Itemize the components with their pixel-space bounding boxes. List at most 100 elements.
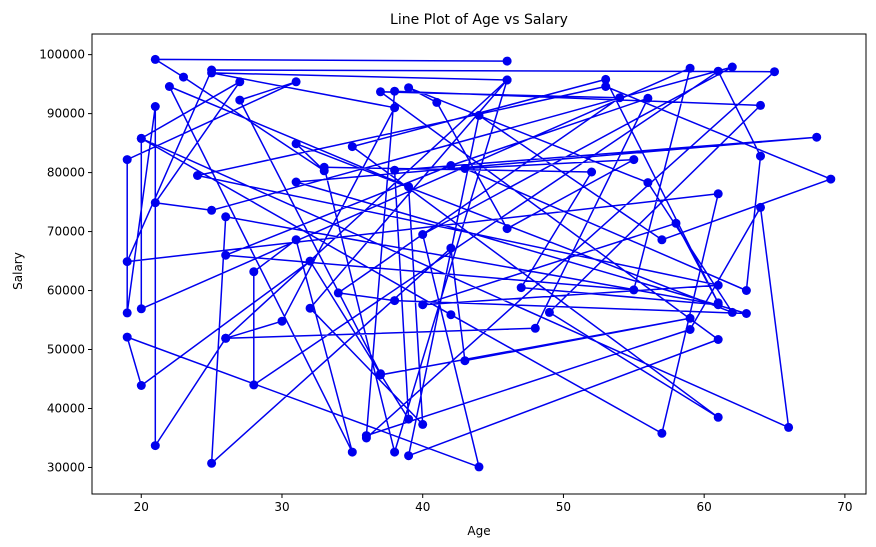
- data-point: [319, 162, 329, 172]
- data-point: [502, 56, 512, 66]
- data-point: [347, 447, 357, 457]
- x-tick-label: 70: [837, 500, 852, 514]
- data-point: [249, 380, 259, 390]
- data-point: [474, 110, 484, 120]
- data-point: [122, 308, 132, 318]
- data-point: [741, 309, 751, 318]
- data-point: [376, 369, 385, 379]
- data-point: [291, 235, 301, 245]
- data-point: [361, 433, 371, 443]
- data-point: [404, 451, 414, 461]
- data-point: [221, 333, 231, 343]
- data-point: [657, 235, 667, 245]
- data-point: [474, 462, 484, 472]
- data-point: [164, 82, 174, 91]
- data-point: [530, 323, 540, 333]
- data-point: [122, 257, 132, 267]
- data-point: [390, 103, 400, 113]
- axes-frame: [91, 33, 867, 495]
- data-point: [812, 132, 822, 142]
- data-point: [390, 447, 400, 457]
- data-point: [333, 288, 343, 298]
- y-tick-label: 90000: [47, 107, 85, 121]
- data-point: [291, 177, 301, 187]
- data-point: [221, 212, 231, 222]
- data-point: [713, 335, 723, 344]
- x-tick-label: 40: [415, 500, 430, 514]
- data-point: [685, 63, 695, 73]
- data-point: [770, 67, 779, 77]
- data-point: [305, 256, 315, 266]
- data-point: [418, 419, 428, 429]
- data-point: [713, 189, 723, 199]
- data-point: [207, 458, 217, 468]
- data-point: [221, 250, 231, 260]
- axes: 20 30 40 50 60 70 30000 40000 50000 60000 70000 800…: [39, 33, 867, 514]
- data-point: [587, 167, 597, 177]
- data-point: [601, 74, 611, 84]
- data-point: [784, 422, 794, 432]
- data-point: [150, 441, 160, 451]
- data-point: [136, 381, 146, 390]
- data-point: [446, 310, 456, 320]
- data-point: [685, 313, 695, 323]
- data-point: [291, 77, 301, 87]
- data-point: [713, 412, 723, 422]
- x-tick-label: 50: [556, 500, 571, 514]
- data-point: [727, 62, 737, 72]
- data-point: [756, 151, 765, 161]
- data-point: [713, 298, 723, 308]
- data-point: [235, 95, 245, 105]
- x-axis-label: Age: [467, 524, 490, 538]
- data-point: [713, 280, 723, 290]
- data-point: [136, 304, 146, 314]
- data-point: [390, 86, 400, 96]
- data-point: [122, 332, 132, 342]
- y-tick-label: 60000: [47, 284, 85, 298]
- data-point: [432, 97, 442, 107]
- data-point: [390, 165, 400, 175]
- data-point: [404, 414, 414, 424]
- data-point: [193, 171, 202, 180]
- data-point: [122, 155, 132, 165]
- data-point: [291, 139, 301, 149]
- data-point: [826, 174, 836, 184]
- plot-area: [122, 54, 836, 472]
- data-point: [376, 87, 385, 97]
- data-point: [418, 230, 428, 239]
- data-point: [643, 93, 653, 103]
- y-tick-label: 70000: [47, 225, 85, 239]
- data-point: [446, 243, 456, 253]
- y-tick-label: 40000: [47, 401, 85, 415]
- x-tick-label: 30: [274, 500, 289, 514]
- data-point: [235, 77, 245, 87]
- chart-title: Line Plot of Age vs Salary: [390, 12, 568, 28]
- data-point: [727, 307, 737, 317]
- data-point: [516, 283, 526, 293]
- data-point: [629, 155, 639, 165]
- data-point: [179, 72, 188, 82]
- y-tick-label: 50000: [47, 343, 85, 357]
- y-axis-label: Salary: [11, 252, 25, 290]
- data-point: [643, 178, 653, 188]
- data-point: [741, 286, 751, 295]
- data-point: [418, 300, 428, 310]
- y-tick-label: 80000: [47, 166, 85, 180]
- data-point: [756, 202, 765, 212]
- data-point: [390, 296, 400, 306]
- data-point: [404, 182, 414, 192]
- data-point: [685, 325, 695, 334]
- data-point: [629, 285, 639, 295]
- data-point: [277, 316, 287, 326]
- data-point: [460, 356, 470, 366]
- data-point: [207, 205, 217, 215]
- data-point: [671, 218, 681, 228]
- data-point: [502, 224, 512, 234]
- data-point: [657, 428, 667, 438]
- data-point: [446, 161, 456, 170]
- data-point: [347, 142, 357, 152]
- data-point: [502, 75, 512, 85]
- data-point: [249, 267, 259, 277]
- data-point: [150, 54, 160, 64]
